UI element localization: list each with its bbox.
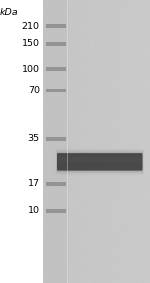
FancyBboxPatch shape bbox=[57, 152, 143, 172]
Bar bbox=[46, 182, 66, 186]
Text: 150: 150 bbox=[22, 39, 40, 48]
FancyBboxPatch shape bbox=[59, 157, 141, 162]
Bar bbox=[46, 67, 66, 71]
Bar bbox=[46, 209, 66, 213]
FancyBboxPatch shape bbox=[57, 153, 142, 171]
Text: kDa: kDa bbox=[0, 8, 18, 17]
Text: 35: 35 bbox=[28, 134, 40, 143]
Text: 17: 17 bbox=[28, 179, 40, 188]
Bar bbox=[46, 89, 66, 93]
Bar bbox=[46, 137, 66, 140]
FancyBboxPatch shape bbox=[56, 151, 143, 173]
Bar bbox=[46, 42, 66, 46]
Text: 210: 210 bbox=[22, 22, 40, 31]
Bar bbox=[46, 24, 66, 28]
Text: 70: 70 bbox=[28, 86, 40, 95]
Text: 10: 10 bbox=[28, 206, 40, 215]
Text: 100: 100 bbox=[22, 65, 40, 74]
